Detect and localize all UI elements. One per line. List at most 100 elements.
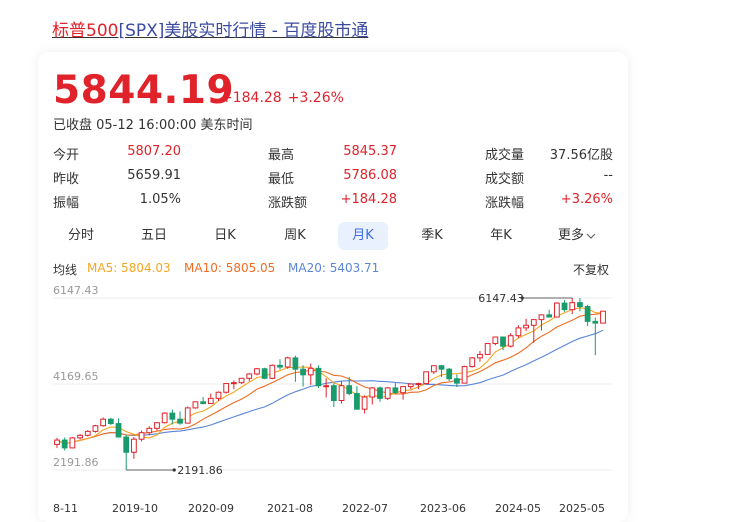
stat-value: 5659.91 [127,168,181,183]
candle-body [192,401,199,409]
candle-body [100,418,107,427]
candle-body [277,364,283,368]
candle-body [400,386,406,394]
candle-body [600,310,606,324]
candle-body [469,357,476,368]
x-tick-label: 8-11 [53,502,78,515]
adjust-toggle[interactable]: 不复权 [573,263,610,277]
candle-body [369,387,376,398]
candle-body [477,353,483,359]
candle-body [238,377,245,384]
candle-body [330,385,337,402]
x-tick-label: 2019-10 [112,502,158,515]
candle-body [500,336,506,347]
candle-body [407,383,414,388]
candle-body [131,438,137,453]
candle-body [354,393,360,410]
candle-body [215,391,222,399]
ma20-line [56,329,604,445]
tab-label: 分时 [67,228,94,243]
ma5-value: MA5: 5804.03 [87,261,171,275]
candle-body [269,364,276,379]
y-tick-label: 2191.86 [53,456,99,469]
title-link[interactable]: 标普500[SPX]美股实时行情 - 百度股市通 [52,21,368,41]
candle-body [138,432,145,440]
max-label: 6147.43 [478,292,524,305]
candle-body [423,371,430,385]
x-tick-label: 2021-08 [267,502,313,515]
ma20-value: MA20: 5403.71 [288,261,380,275]
price-change: +184.28 +3.26% [221,90,350,106]
change-percent: +3.26% [287,90,344,106]
title-symbol: [SPX] [118,21,165,41]
candle-body [54,439,60,445]
x-tick-label: 2024-05 [495,502,541,515]
candle-body [107,418,114,425]
candle-body [515,327,522,337]
tab-label: 周K [284,228,306,243]
title-prefix: 标普500 [52,21,119,41]
candle-body [223,383,230,393]
x-tick-label: 2023-06 [420,502,466,515]
x-tick-label: 2022-07 [342,502,388,515]
candle-body [415,383,422,386]
title-suffix: 美股实时行情 - 百度股市通 [164,21,369,41]
stat-label: 成交额 [485,172,525,187]
candle-body [546,314,553,318]
candle-body [284,357,291,368]
candle-body [561,302,568,311]
candle-body [446,368,453,380]
candle-body [246,373,253,379]
market-status: 已收盘 05-12 16:00:00 美东时间 [53,118,253,133]
tab-label: 季K [421,228,443,243]
tab-label: 年K [490,228,512,243]
candle-body [538,314,545,321]
stat-label: 涨跌额 [268,196,308,211]
stat-value: -- [603,168,613,183]
stat-value: 37.56亿股 [549,148,613,163]
min-label: 2191.86 [177,464,223,477]
stat-value: +184.28 [340,192,397,207]
candle-body [92,425,99,432]
candle-body [361,396,368,410]
ma-label: 均线 [53,263,78,277]
candle-body [507,335,514,347]
tab-day-k[interactable]: 日K [200,222,250,250]
candle-body [338,385,345,402]
candle-body [454,378,460,384]
candle-body [492,336,499,345]
tab-quarter-k[interactable]: 季K [407,222,457,250]
candle-body [592,320,599,324]
tab-year-k[interactable]: 年K [476,222,526,250]
candle-body [207,397,214,405]
page-title[interactable]: 标普500[SPX]美股实时行情 - 百度股市通 [52,16,368,41]
candle-body [323,385,330,388]
current-price: 5844.19 [53,68,235,113]
candle-body [69,437,76,449]
x-tick-label: 2025-05 [559,502,605,515]
stat-label: 最高 [268,148,295,163]
candle-body [300,368,306,376]
tab-more[interactable]: 更多 [552,222,602,250]
min-marker-dot [172,468,176,472]
y-tick-label: 6147.43 [53,284,99,297]
candle-body [84,430,91,436]
candle-body [154,422,160,429]
ma10-value: MA10: 5805.05 [184,261,276,275]
candle-body [461,366,468,384]
tab-month-k[interactable]: 月K [338,222,388,250]
candle-body [553,302,560,318]
tab-week-k[interactable]: 周K [270,222,320,250]
max-marker-dot [520,296,524,300]
stat-value: 5807.20 [127,144,181,159]
candle-body [177,418,183,424]
tab-5day[interactable]: 五日 [129,222,179,250]
tab-minute[interactable]: 分时 [56,222,106,250]
candle-body [346,385,353,395]
candle-body [184,407,191,424]
candle-body [438,365,445,370]
candle-body [115,423,122,438]
x-tick-label: 2020-09 [188,502,234,515]
stat-value: 5845.37 [343,144,397,159]
